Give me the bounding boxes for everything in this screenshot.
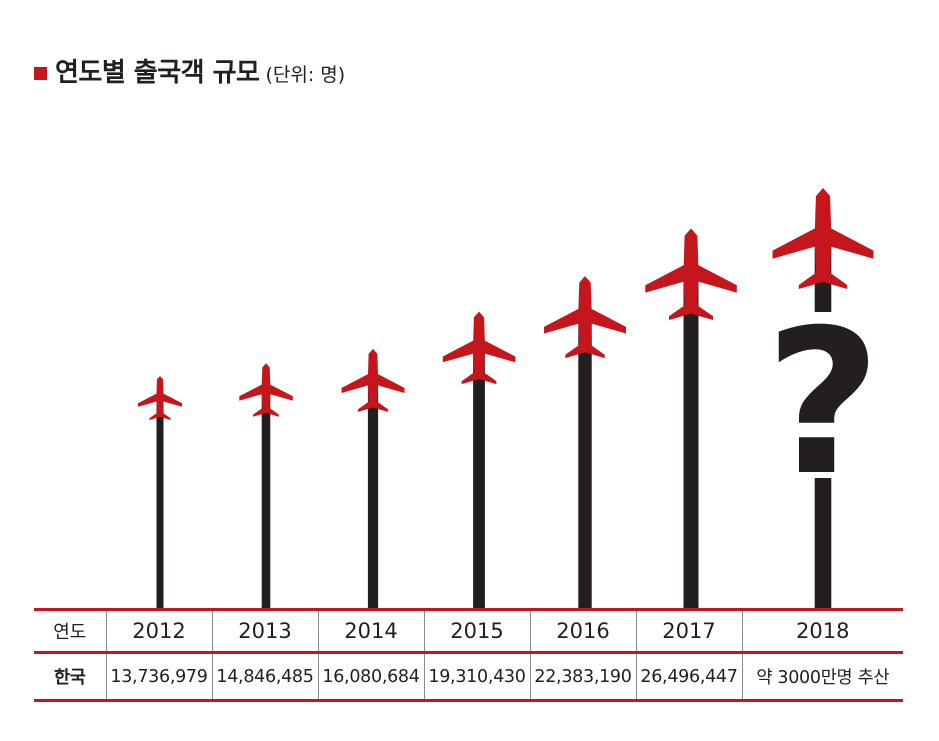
bar-2012 bbox=[138, 376, 182, 608]
value-cell: 26,496,447 bbox=[636, 653, 742, 701]
question-mark-annotation: ? bbox=[765, 287, 881, 520]
value-cell: 14,846,485 bbox=[212, 653, 318, 701]
value-header: 한국 bbox=[34, 653, 106, 701]
year-header: 연도 bbox=[34, 610, 106, 653]
bar-pole bbox=[473, 351, 485, 608]
bar-2014 bbox=[342, 349, 405, 608]
bar-pole bbox=[157, 400, 164, 608]
bar-pole bbox=[368, 384, 378, 608]
bar-pole bbox=[262, 393, 271, 608]
value-cell: 16,080,684 bbox=[318, 653, 424, 701]
year-row: 연도 2012 2013 2014 2015 2016 2017 2018 bbox=[34, 610, 903, 653]
airplane-icon bbox=[645, 229, 737, 321]
value-cell: 13,736,979 bbox=[106, 653, 212, 701]
bar-2015 bbox=[443, 312, 516, 608]
bar-2013 bbox=[239, 363, 292, 608]
year-cell: 2017 bbox=[636, 610, 742, 653]
airplane-icon bbox=[544, 276, 626, 358]
airplane-icon bbox=[773, 188, 874, 289]
data-table: 연도 2012 2013 2014 2015 2016 2017 2018 한국… bbox=[34, 608, 903, 702]
airplane-icon bbox=[443, 312, 516, 385]
airplane-icon bbox=[138, 376, 182, 420]
value-cell: 22,383,190 bbox=[530, 653, 636, 701]
year-cell: 2018 bbox=[742, 610, 903, 653]
bar-pole bbox=[578, 321, 591, 608]
bar-pole bbox=[684, 279, 699, 608]
airplane-icon bbox=[239, 363, 292, 417]
year-cell: 2012 bbox=[106, 610, 212, 653]
value-cell: 19,310,430 bbox=[424, 653, 530, 701]
bar-2017 bbox=[645, 229, 737, 609]
year-cell: 2015 bbox=[424, 610, 530, 653]
year-cell: 2016 bbox=[530, 610, 636, 653]
value-cell: 약 3000만명 추산 bbox=[742, 653, 903, 701]
year-cell: 2014 bbox=[318, 610, 424, 653]
year-cell: 2013 bbox=[212, 610, 318, 653]
value-row: 한국 13,736,979 14,846,485 16,080,684 19,3… bbox=[34, 653, 903, 701]
bar-2016 bbox=[544, 276, 626, 608]
airplane-icon bbox=[342, 349, 405, 412]
